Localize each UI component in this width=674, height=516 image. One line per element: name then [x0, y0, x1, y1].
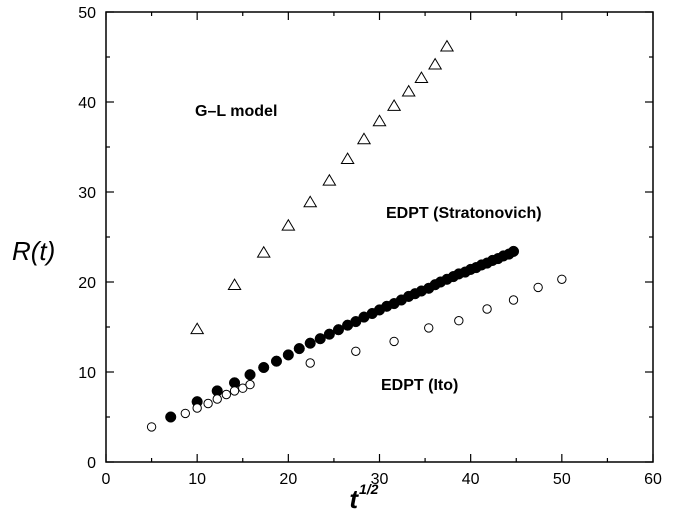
open-circle-point — [424, 323, 434, 333]
x-tick-label: 60 — [644, 471, 662, 488]
series-triangle-open — [190, 39, 455, 335]
open-circle-point — [454, 316, 464, 326]
triangle-point — [281, 218, 296, 231]
open-circle-point — [482, 304, 492, 314]
filled-circle-point — [244, 369, 256, 381]
triangle-point — [303, 195, 318, 208]
filled-circle-point — [323, 328, 335, 340]
annotation-edpt-ito: EDPT (Ito) — [381, 377, 458, 394]
triangle-point — [356, 132, 372, 145]
filled-circle-point — [507, 245, 520, 257]
open-circle-point — [305, 358, 315, 368]
open-circle-point — [229, 386, 240, 396]
annotation-edpt-stratonovich: EDPT (Stratonovich) — [386, 205, 542, 222]
series-circle-open — [146, 274, 567, 432]
triangle-point — [340, 152, 355, 164]
series-circle-filled — [165, 245, 520, 423]
open-circle-point — [351, 346, 361, 356]
triangle-point — [401, 84, 416, 97]
open-circle-point — [180, 408, 191, 419]
open-circle-point — [212, 394, 222, 404]
triangle-point — [322, 173, 337, 186]
annotation-gl-model: G–L model — [195, 103, 277, 120]
x-tick-label: 30 — [371, 471, 389, 488]
filled-circle-point — [293, 343, 305, 355]
open-circle-point — [221, 389, 232, 400]
x-tick-label: 10 — [188, 471, 206, 488]
filled-circle-point — [258, 361, 270, 374]
filled-circle-point — [314, 333, 326, 345]
triangle-point — [256, 245, 271, 258]
open-circle-point — [533, 282, 543, 293]
x-axis-label: t — [349, 484, 359, 514]
y-axis-label: R(t) — [12, 236, 55, 266]
triangle-point — [414, 71, 429, 83]
open-circle-point — [389, 336, 399, 347]
open-circle-point — [238, 383, 248, 393]
y-tick-label: 10 — [78, 365, 96, 382]
filled-circle-point — [270, 355, 283, 367]
y-tick-label: 0 — [87, 455, 96, 472]
y-tick-label: 20 — [78, 275, 96, 292]
triangle-point — [428, 57, 443, 70]
y-tick-label: 40 — [78, 95, 96, 112]
axis-ticks — [105, 11, 654, 463]
filled-circle-point — [332, 324, 345, 336]
filled-circle-point — [165, 411, 177, 423]
axis-tick-labels: 0 10 20 30 40 50 60 0 10 20 30 40 50 — [78, 5, 662, 488]
triangle-point — [387, 99, 402, 111]
x-tick-label: 20 — [279, 471, 297, 488]
data-points — [146, 39, 567, 432]
open-circle-point — [146, 422, 157, 432]
x-tick-label: 50 — [553, 471, 571, 488]
y-tick-label: 50 — [78, 5, 96, 22]
open-circle-point — [508, 295, 519, 305]
open-circle-point — [203, 398, 213, 409]
open-circle-point — [192, 403, 202, 413]
x-tick-label: 0 — [102, 471, 111, 488]
triangle-point — [439, 39, 455, 52]
x-axis-label-superscript: 1/2 — [359, 481, 379, 497]
triangle-point — [372, 114, 387, 127]
filled-circle-point — [304, 337, 316, 349]
open-circle-point — [557, 274, 567, 284]
filled-circle-point — [282, 349, 294, 361]
open-circle-point — [245, 379, 255, 390]
plot-frame — [105, 11, 654, 463]
y-tick-label: 30 — [78, 185, 96, 202]
x-tick-label: 40 — [462, 471, 480, 488]
triangle-point — [190, 322, 205, 335]
triangle-point — [227, 278, 242, 290]
